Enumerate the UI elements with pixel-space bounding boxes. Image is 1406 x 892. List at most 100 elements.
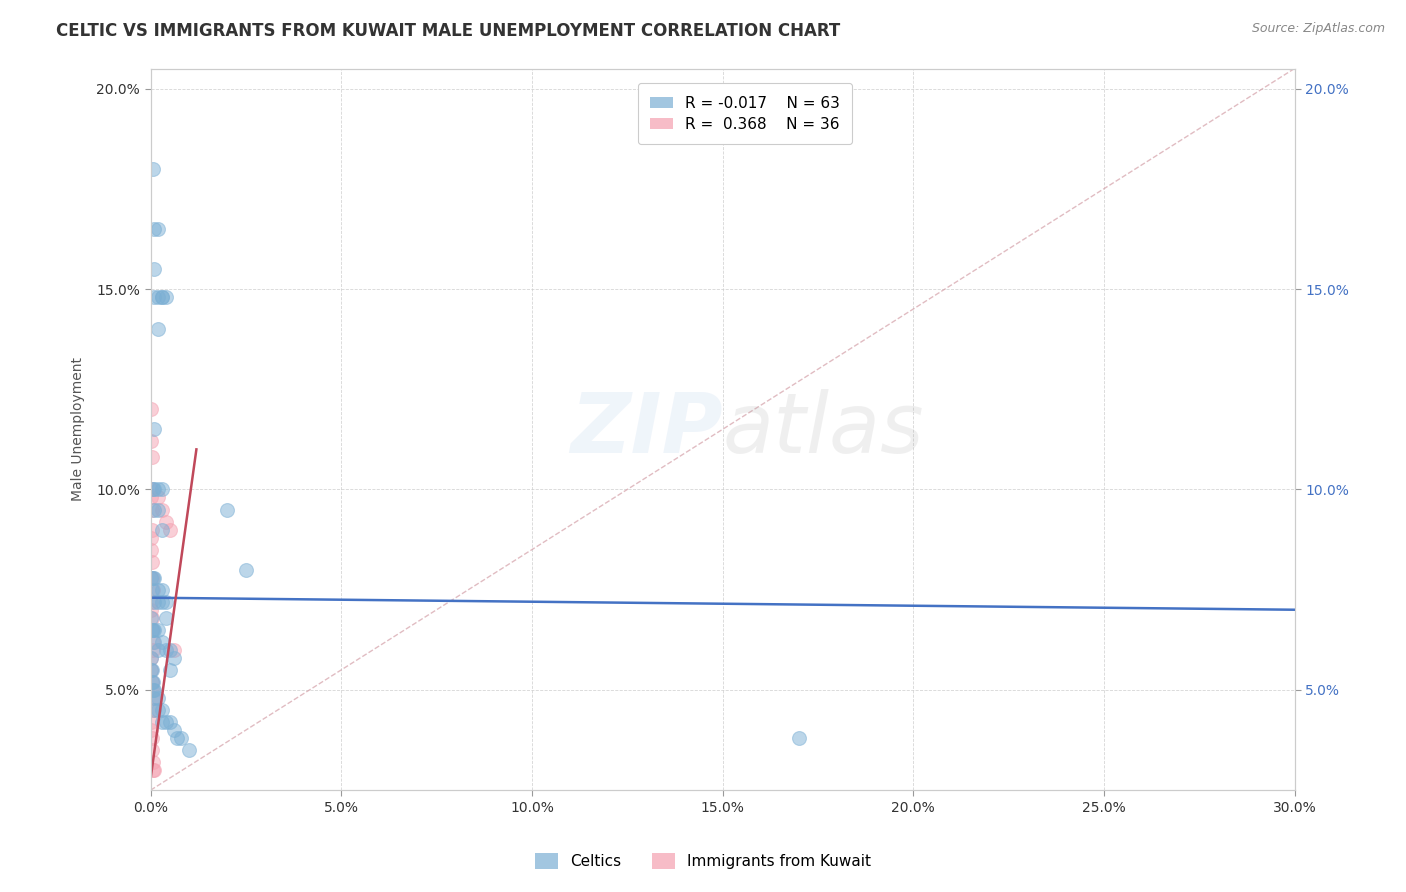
Text: atlas: atlas (723, 389, 924, 470)
Legend: Celtics, Immigrants from Kuwait: Celtics, Immigrants from Kuwait (529, 847, 877, 875)
Point (141, 690, 163, 705)
Point (148, 582, 170, 597)
Point (141, 502, 163, 516)
Point (787, 731, 810, 745)
Text: CELTIC VS IMMIGRANTS FROM KUWAIT MALE UNEMPLOYMENT CORRELATION CHART: CELTIC VS IMMIGRANTS FROM KUWAIT MALE UN… (56, 22, 841, 40)
Point (150, 502, 173, 516)
Text: Source: ZipAtlas.com: Source: ZipAtlas.com (1251, 22, 1385, 36)
Point (162, 650, 184, 665)
Point (159, 714, 181, 729)
Point (143, 703, 166, 717)
Point (143, 571, 166, 585)
Point (142, 623, 165, 637)
Point (155, 643, 177, 657)
Point (148, 623, 170, 637)
Point (143, 690, 166, 705)
Point (141, 635, 163, 649)
Point (141, 582, 163, 597)
Point (139, 402, 162, 417)
Point (141, 571, 163, 585)
Point (155, 611, 177, 625)
Point (143, 595, 166, 609)
Point (141, 755, 163, 769)
Point (139, 650, 162, 665)
Point (141, 161, 163, 176)
Point (143, 290, 166, 304)
Point (150, 290, 173, 304)
Point (141, 674, 163, 689)
Point (148, 690, 170, 705)
Point (142, 703, 165, 717)
Point (139, 595, 162, 609)
Point (141, 611, 163, 625)
Point (150, 714, 173, 729)
Point (159, 643, 181, 657)
Point (143, 483, 166, 497)
Point (141, 491, 163, 505)
Point (143, 763, 166, 777)
Point (139, 650, 162, 665)
Point (141, 555, 163, 569)
Point (155, 595, 177, 609)
Point (141, 611, 163, 625)
Point (148, 222, 170, 236)
Point (150, 595, 173, 609)
Point (141, 603, 163, 617)
Point (141, 450, 163, 465)
Point (141, 674, 163, 689)
Point (143, 502, 166, 516)
Point (141, 663, 163, 677)
Point (148, 290, 170, 304)
Point (155, 714, 177, 729)
Point (141, 571, 163, 585)
Y-axis label: Male Unemployment: Male Unemployment (72, 358, 86, 501)
Point (141, 674, 163, 689)
Point (155, 515, 177, 529)
Point (148, 491, 170, 505)
Point (139, 483, 162, 497)
Point (142, 571, 165, 585)
Point (150, 290, 173, 304)
Point (159, 663, 181, 677)
Point (235, 563, 257, 577)
Point (141, 663, 163, 677)
Point (141, 542, 163, 557)
Point (143, 262, 166, 277)
Point (141, 483, 163, 497)
Point (141, 731, 163, 745)
Point (155, 290, 177, 304)
Point (162, 723, 184, 737)
Point (143, 635, 166, 649)
Point (139, 714, 162, 729)
Point (143, 623, 166, 637)
Point (150, 523, 173, 537)
Point (141, 663, 163, 677)
Point (141, 582, 163, 597)
Point (141, 623, 163, 637)
Point (148, 502, 170, 516)
Point (148, 703, 170, 717)
Text: ZIP: ZIP (569, 389, 723, 470)
Point (148, 595, 170, 609)
Point (162, 643, 184, 657)
Point (142, 222, 165, 236)
Point (150, 703, 173, 717)
Point (143, 422, 166, 436)
Point (148, 322, 170, 336)
Point (141, 682, 163, 697)
Point (148, 483, 170, 497)
Point (142, 682, 165, 697)
Point (148, 643, 170, 657)
Point (139, 531, 162, 545)
Point (215, 502, 238, 516)
Point (159, 523, 181, 537)
Point (141, 523, 163, 537)
Point (142, 643, 165, 657)
Point (142, 763, 165, 777)
Point (141, 743, 163, 757)
Point (150, 582, 173, 597)
Point (170, 731, 193, 745)
Point (150, 483, 173, 497)
Point (142, 682, 165, 697)
Point (177, 743, 200, 757)
